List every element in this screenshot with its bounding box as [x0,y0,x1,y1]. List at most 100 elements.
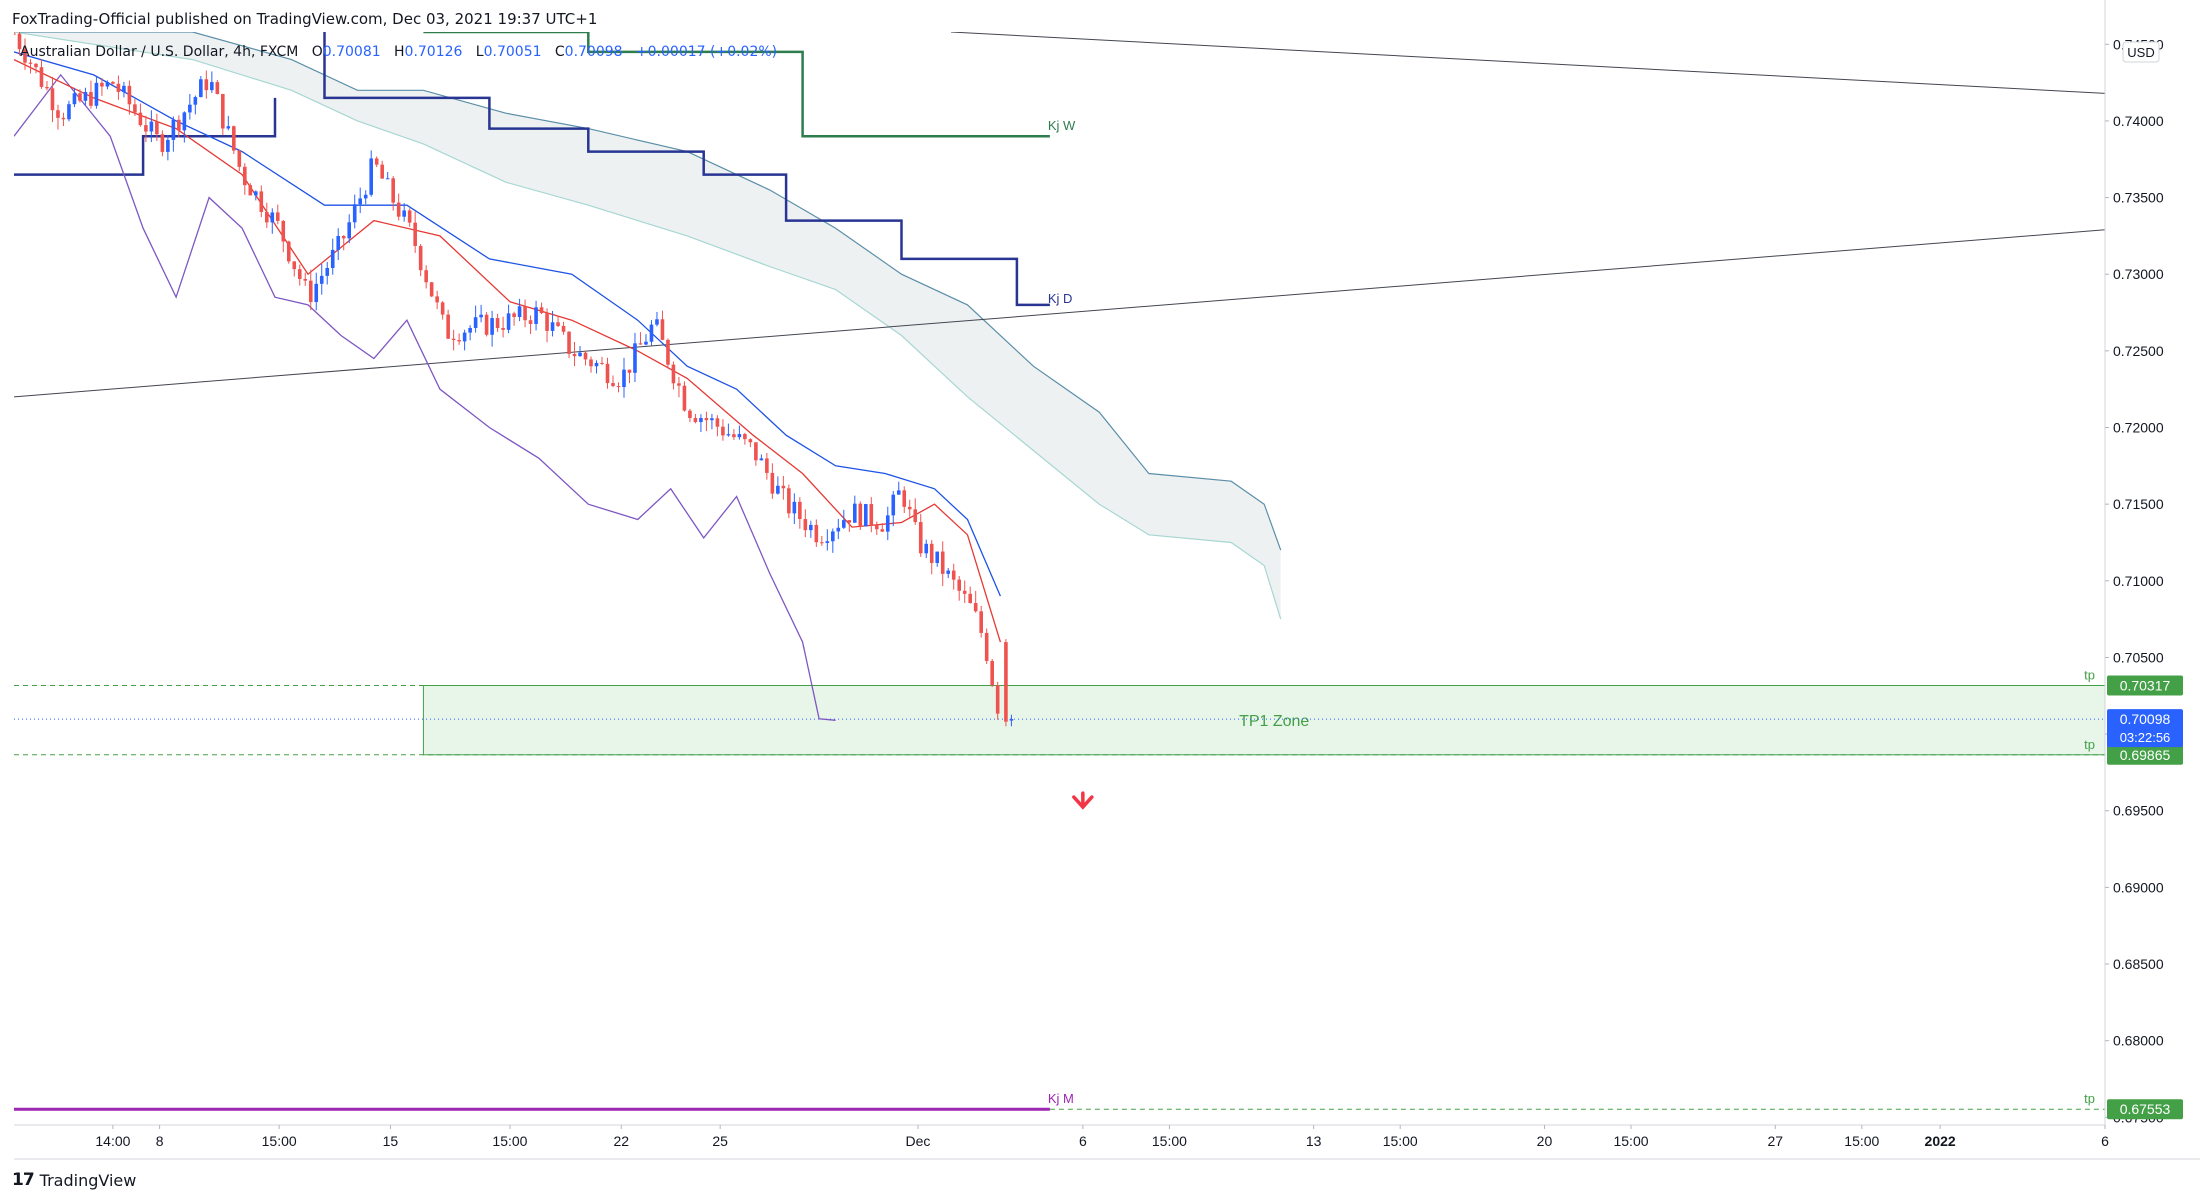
candle-body [435,296,439,303]
x-tick-label: 13 [1306,1133,1322,1149]
candle-body [127,85,132,105]
chikou-span [14,73,836,721]
candle-body [517,306,522,318]
tenkan-sen [14,59,1002,643]
candle-body [149,121,154,132]
candle-body [23,49,27,63]
candle-body [177,119,181,131]
tradingview-logo-icon: 17 [12,1170,35,1190]
candle-body [907,506,912,510]
candle-body [270,212,275,223]
tradingview-brand: TradingView [39,1170,137,1190]
candle-body [133,104,137,113]
candle-body [166,139,170,152]
senkou-span-b [14,32,1282,620]
y-tick-label: 0.73000 [2113,266,2164,282]
candle-body [781,485,786,489]
x-tick-label: 15:00 [1383,1133,1418,1149]
tp-price-tag-1-bg [2107,675,2183,696]
kj-w-label: Kj W [1048,118,1076,133]
candle-body [693,417,698,423]
y-tick-label: 0.72500 [2113,343,2164,359]
kj-d-label: Kj D [1048,291,1073,306]
candle-body [968,593,972,604]
candle-body [429,282,434,297]
candle-body [94,82,99,106]
low-value: 0.70051 [483,44,542,60]
candle-body [831,531,835,542]
candle-body [792,501,797,514]
candle-body [473,317,478,328]
last-price-tag-countdown: 03:22:56 [2120,730,2171,745]
candle-body [545,313,549,331]
open-value: 0.70081 [322,44,381,60]
low-label: L [475,44,484,60]
candle-body [490,318,494,335]
x-tick-label: 25 [712,1133,728,1149]
candle-body [605,363,610,384]
ohlc-legend: Australian Dollar / U.S. Dollar, 4h, FXC… [20,44,777,60]
candle-body [248,185,253,196]
last-price-tag: 0.70098 [2120,711,2171,727]
candle-body [358,198,363,205]
candle-body [160,134,165,152]
candle-body [374,158,379,165]
candle-body [583,352,588,360]
candle-body [396,202,401,217]
candle-body [336,236,341,250]
symbol-label: Australian Dollar / U.S. Dollar, 4h, FXC… [20,44,299,60]
candle-body [611,383,615,387]
candle-body [539,307,544,314]
candle-body [655,319,659,325]
candle-body [451,338,456,341]
candle-body [193,97,198,105]
candle-body [341,236,346,239]
kijun-sen [14,51,1001,597]
candle-body [534,307,538,324]
candle-body [929,543,934,563]
candle-body [363,194,368,199]
candle-body [858,503,863,527]
candle-body [940,551,945,574]
candle-body [1009,719,1014,721]
candle-body [896,490,901,495]
candle-body [14,33,16,35]
candle-body [891,494,896,516]
trendline-2 [950,32,2105,94]
candle-body [578,352,582,357]
high-label: H [394,44,405,60]
candle-body [275,212,280,221]
candle-body [61,117,66,120]
tradingview-footer[interactable]: 17 TradingView [12,1170,136,1190]
candle-body [523,306,527,321]
candle-body [863,504,868,527]
candle-body [1004,642,1008,722]
x-tick-label: 15:00 [1152,1133,1187,1149]
y-tick-label: 0.70500 [2113,649,2164,665]
candle-body [924,543,929,554]
candle-body [633,343,637,373]
candle-body [314,283,319,303]
candle-body [253,191,258,196]
candle-body [880,529,885,532]
candle-body [462,332,467,342]
candle-body [89,92,93,106]
candle-body [303,278,308,281]
candle-body [413,222,417,246]
tp-line-label-3: tp [2084,1091,2095,1106]
candle-body [446,314,450,339]
candle-body [50,88,55,111]
x-tick-label: 27 [1767,1133,1783,1149]
candle-body [369,158,374,195]
x-tick-label: 14:00 [95,1133,130,1149]
candle-body [957,579,962,591]
x-tick-label: 15 [383,1133,399,1149]
candle-body [34,63,38,68]
candle-body [286,241,291,262]
tp-price-tag-3: 0.67553 [2120,1101,2171,1117]
candle-body [814,524,819,543]
candle-body [292,261,297,270]
candle-body [765,458,769,473]
candle-body [391,178,395,203]
